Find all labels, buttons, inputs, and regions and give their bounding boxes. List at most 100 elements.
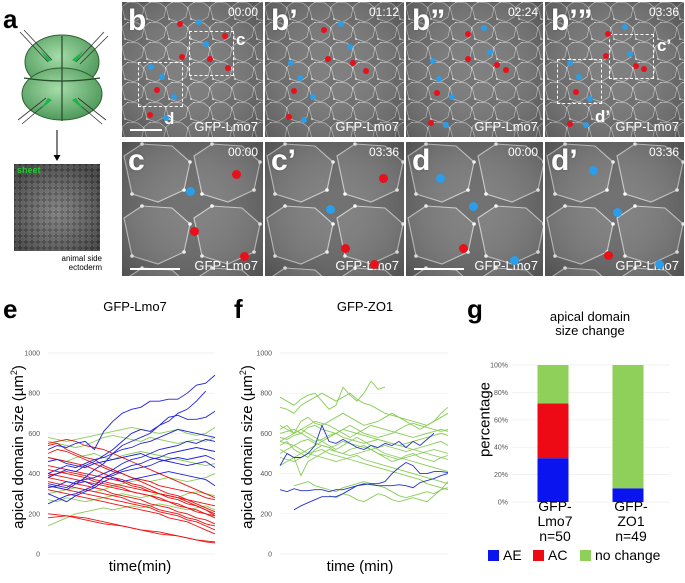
marker-blue bbox=[435, 173, 445, 183]
series-line-no-change bbox=[279, 412, 449, 435]
sheet-label: sheet bbox=[17, 165, 41, 175]
marker-blue bbox=[567, 60, 573, 66]
y-tick-label: 0 bbox=[268, 552, 272, 559]
y-tick-label: 400 bbox=[260, 471, 272, 478]
series-line-no-change bbox=[279, 380, 386, 410]
legend-swatch-no-change bbox=[580, 549, 591, 561]
panel-letter-a: a bbox=[3, 4, 18, 34]
category-line: GFP- bbox=[538, 498, 572, 514]
category-line: Lmo7 bbox=[537, 513, 573, 529]
marker-blue bbox=[481, 25, 487, 31]
timestamp: 03:36 bbox=[368, 145, 399, 159]
legend-label-ac: AC bbox=[548, 547, 568, 563]
y-tick-label: 200 bbox=[28, 511, 40, 518]
marker-blue bbox=[325, 204, 335, 214]
series-line-no-change bbox=[47, 503, 216, 527]
y-tick-label: 800 bbox=[260, 391, 272, 398]
embryo-illustration bbox=[17, 29, 109, 125]
marker-red bbox=[378, 173, 388, 183]
chart-f-xlabel: time (min) bbox=[326, 558, 394, 575]
marker-blue bbox=[196, 19, 202, 25]
series-line-no-change bbox=[279, 422, 449, 438]
marker-red bbox=[428, 120, 434, 126]
marker-blue bbox=[576, 74, 582, 80]
y-tick-label: 80% bbox=[494, 390, 508, 397]
series-line-ae bbox=[293, 473, 449, 511]
marker-red bbox=[350, 60, 356, 66]
marker-blue bbox=[468, 201, 478, 211]
inset-label-d-prime: d’ bbox=[595, 107, 611, 126]
marker-red bbox=[369, 259, 379, 269]
marker-blue bbox=[622, 24, 628, 30]
marker-blue bbox=[301, 117, 307, 123]
marker-red bbox=[458, 243, 468, 253]
channel-label: GFP-Lmo7 bbox=[474, 119, 538, 134]
channel-label: GFP-Lmo7 bbox=[335, 119, 399, 134]
series-line-no-change bbox=[279, 432, 449, 446]
tissue-texture bbox=[122, 2, 263, 137]
bar-segment-no-change bbox=[612, 365, 644, 489]
marker-blue bbox=[148, 64, 154, 70]
series-line-ae bbox=[47, 374, 216, 451]
channel-label: GFP-Lmo7 bbox=[615, 258, 679, 273]
marker-red bbox=[363, 68, 369, 74]
micrograph-c-prime: c’ 03:36 GFP-Lmo7 bbox=[265, 142, 404, 276]
series-line-no-change bbox=[279, 428, 449, 473]
legend-swatch-ae bbox=[488, 549, 499, 561]
y-tick-label: 0% bbox=[498, 500, 508, 507]
series-line-ae bbox=[279, 424, 435, 466]
marker-blue bbox=[347, 44, 353, 50]
marker-red bbox=[179, 54, 185, 60]
marker-red bbox=[603, 250, 613, 260]
marker-blue bbox=[627, 51, 633, 57]
chart-e-lineplot: 0200400600800100004080120160200 bbox=[24, 351, 216, 559]
legend-swatch-ac bbox=[533, 549, 544, 561]
series-line-no-change bbox=[279, 420, 449, 438]
timestamp: 02:24 bbox=[507, 5, 538, 19]
marker-blue bbox=[587, 96, 593, 102]
series-line-no-change bbox=[328, 481, 449, 503]
panel-letter-e: e bbox=[3, 294, 18, 324]
series-line-no-change bbox=[47, 491, 216, 503]
timestamp: 03:36 bbox=[648, 145, 679, 159]
timestamp: 00:00 bbox=[507, 145, 538, 159]
category-line: n=50 bbox=[539, 528, 571, 544]
y-tick-label: 40% bbox=[494, 445, 508, 452]
y-tick-label: 600 bbox=[260, 431, 272, 438]
legend-label-no-change: no change bbox=[595, 547, 661, 563]
bar-segment-ae bbox=[537, 458, 569, 502]
bar-segment-ae bbox=[612, 488, 644, 502]
panel-label: c’ bbox=[271, 144, 297, 177]
series-line-no-change bbox=[279, 438, 449, 452]
marker-blue bbox=[430, 58, 436, 64]
series-line-ae bbox=[47, 438, 216, 489]
marker-red bbox=[222, 33, 228, 39]
series-line-ae bbox=[47, 471, 216, 503]
series-line-ac bbox=[47, 489, 216, 535]
scale-bar bbox=[414, 268, 464, 270]
legend-ac: AC bbox=[533, 547, 567, 563]
marker-red bbox=[603, 53, 609, 59]
marker-red bbox=[465, 31, 471, 37]
timestamp: 01:12 bbox=[368, 5, 399, 19]
category-line: ZO1 bbox=[617, 513, 645, 529]
marker-blue bbox=[203, 41, 209, 47]
marker-blue bbox=[159, 74, 165, 80]
marker-red bbox=[633, 63, 639, 69]
series-line-no-change bbox=[279, 445, 449, 477]
tissue-texture bbox=[265, 142, 404, 276]
timestamp: 03:36 bbox=[648, 5, 679, 19]
series-line-no-change bbox=[47, 451, 216, 467]
y-tick-label: 0 bbox=[36, 552, 40, 559]
chart-g-barplot: 0% 20% 40% 60% 80% 100% bbox=[490, 363, 670, 507]
category-line: GFP- bbox=[614, 498, 648, 514]
marker-red bbox=[189, 226, 199, 236]
marker-red bbox=[340, 243, 350, 253]
channel-label: GFP-Lmo7 bbox=[335, 258, 399, 273]
marker-red bbox=[177, 21, 183, 27]
panel-label: c bbox=[128, 144, 145, 177]
inset-box-c-prime bbox=[609, 34, 654, 79]
chart-g-category-1: GFP- ZO1 n=49 bbox=[596, 499, 666, 544]
marker-blue bbox=[443, 122, 449, 128]
marker-blue bbox=[297, 75, 303, 81]
